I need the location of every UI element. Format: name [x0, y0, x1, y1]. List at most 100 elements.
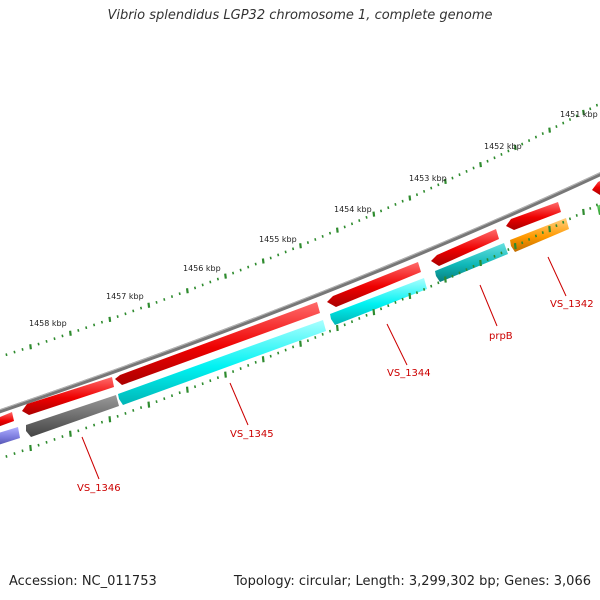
ruler-tick: [61, 334, 64, 338]
gene-forward-partial-right[interactable]: [592, 178, 600, 195]
ruler-label-1452: 1452 kbp: [484, 142, 522, 151]
ruler-tick: [582, 208, 585, 216]
ruler-tick: [314, 336, 317, 339]
ruler-tick: [568, 118, 572, 121]
genome-summary-text: Topology: circular; Length: 3,299,302 bp…: [233, 574, 591, 589]
gene-forward-1[interactable]: [22, 377, 114, 415]
ruler-tick: [444, 276, 447, 283]
gene-label-VS_1344[interactable]: VS_1344: [387, 368, 431, 379]
ruler-tick: [335, 324, 339, 332]
gene-prpB[interactable]: [435, 243, 508, 282]
ruler-label-1453: 1453 kbp: [409, 174, 447, 183]
gene-label-VS_1342[interactable]: VS_1342: [550, 299, 594, 310]
ruler-tick: [401, 297, 404, 301]
ruler-tick: [335, 227, 339, 233]
ruler-tick: [507, 149, 510, 153]
ruler-tick: [53, 438, 56, 441]
leader-VS_1345: [229, 382, 249, 426]
ruler-tick: [209, 280, 212, 284]
gene-VS_1342[interactable]: [510, 218, 569, 252]
ruler-tick: [254, 360, 257, 364]
ruler-tick: [93, 423, 96, 427]
ruler-tick: [365, 215, 368, 219]
gene-forward-2[interactable]: [115, 302, 320, 385]
gene-forward-3[interactable]: [327, 262, 421, 307]
ruler-tick: [239, 268, 242, 272]
leader-VS_1344: [386, 323, 408, 366]
ruler-tick: [541, 132, 544, 136]
ruler-tick: [224, 371, 227, 378]
forward-strand-genes: [0, 178, 600, 428]
ruler-tick: [93, 323, 96, 327]
ruler-tick: [513, 243, 517, 250]
ruler-tick: [328, 231, 332, 235]
ruler-tick: [589, 107, 592, 111]
ruler-tick: [85, 326, 88, 330]
ruler-tick: [437, 183, 440, 187]
gene-VS_1345[interactable]: [118, 320, 326, 405]
ruler-tick: [292, 247, 295, 251]
ruler-tick: [69, 330, 72, 336]
ruler-tick: [193, 385, 197, 389]
ruler-tick: [562, 121, 565, 125]
ruler-tick: [486, 159, 489, 163]
ruler-tick: [387, 206, 390, 210]
ruler-tick: [45, 440, 48, 444]
ruler-tick: [53, 337, 56, 341]
leader-VS_1342: [547, 256, 567, 297]
gene-label-VS_1346[interactable]: VS_1346: [77, 483, 121, 494]
ruler-tick: [108, 316, 112, 323]
ruler-labels: 1451 kbp 1452 kbp 1453 kbp 1454 kbp 1455…: [29, 110, 598, 328]
inner-ticks: [5, 203, 599, 458]
ruler-tick: [61, 435, 64, 439]
ruler-tick: [314, 238, 317, 241]
gene-VS_1344[interactable]: [330, 278, 427, 325]
ruler-tick: [5, 454, 8, 458]
ruler-tick: [108, 416, 112, 423]
ruler-tick: [147, 401, 151, 408]
ruler-tick: [269, 354, 272, 358]
ruler-tick: [358, 317, 361, 320]
gene-label-leaders: [81, 256, 567, 480]
gene-forward-4[interactable]: [431, 229, 499, 266]
ruler-tick: [321, 234, 324, 238]
gene-label-prpB[interactable]: prpB: [489, 331, 513, 342]
ruler-tick: [116, 414, 119, 418]
ruler-tick: [582, 109, 585, 116]
ruler-tick: [306, 339, 309, 343]
ruler-tick: [415, 291, 419, 295]
ruler-tick: [394, 203, 397, 206]
gene-reverse-partial-left[interactable]: [0, 427, 20, 446]
ruler-tick: [13, 452, 16, 456]
ruler-tick: [437, 281, 440, 285]
ruler-tick: [568, 217, 572, 221]
ruler-tick: [379, 307, 383, 311]
ruler-tick: [555, 125, 558, 129]
gene-VS_1346[interactable]: [26, 395, 119, 437]
ruler-tick: [284, 348, 287, 352]
ruler-tick: [216, 376, 219, 380]
ruler-tick: [261, 356, 265, 363]
ruler-tick: [5, 353, 8, 357]
ruler-tick: [155, 300, 158, 304]
gene-reverse-partial-right[interactable]: [597, 202, 600, 215]
ruler-tick: [100, 320, 104, 324]
accession-text: Accession: NC_011753: [9, 574, 157, 589]
leader-VS_1346: [81, 436, 100, 480]
ruler-tick: [209, 379, 212, 383]
ruler-tick: [343, 323, 346, 327]
ruler-tick: [408, 195, 412, 201]
ruler-tick: [575, 114, 578, 118]
gene-label-VS_1345[interactable]: VS_1345: [230, 429, 274, 440]
ruler-tick: [139, 306, 143, 310]
ruler-tick: [29, 344, 32, 350]
gene-forward-partial-left[interactable]: [0, 412, 14, 428]
chromosome-backbone-highlight: [0, 172, 600, 411]
gene-forward-5[interactable]: [506, 202, 561, 230]
ruler-tick: [548, 226, 552, 233]
ruler-tick: [232, 271, 235, 275]
ruler-tick: [365, 313, 368, 317]
ruler-tick: [493, 156, 496, 160]
